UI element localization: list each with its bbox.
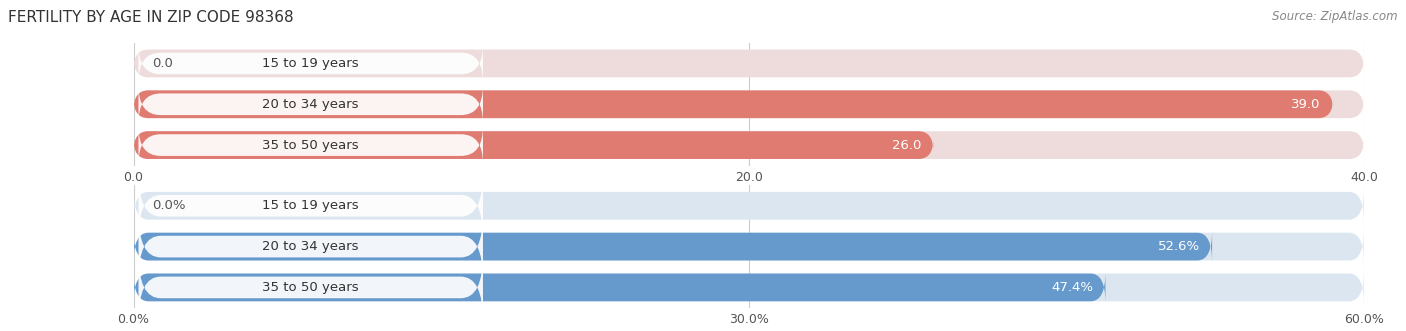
Text: 20 to 34 years: 20 to 34 years [263, 98, 359, 111]
FancyBboxPatch shape [138, 172, 484, 239]
Text: 35 to 50 years: 35 to 50 years [263, 139, 359, 152]
FancyBboxPatch shape [134, 90, 1333, 118]
FancyBboxPatch shape [134, 190, 1364, 221]
Text: 15 to 19 years: 15 to 19 years [263, 57, 359, 70]
Text: 0.0: 0.0 [152, 57, 173, 70]
Text: 20 to 34 years: 20 to 34 years [263, 240, 359, 253]
Text: 0.0%: 0.0% [152, 199, 186, 212]
FancyBboxPatch shape [134, 131, 934, 159]
FancyBboxPatch shape [138, 126, 484, 164]
FancyBboxPatch shape [138, 213, 484, 280]
FancyBboxPatch shape [134, 231, 1364, 262]
FancyBboxPatch shape [134, 272, 1105, 303]
FancyBboxPatch shape [134, 50, 1364, 77]
FancyBboxPatch shape [134, 131, 1364, 159]
Text: FERTILITY BY AGE IN ZIP CODE 98368: FERTILITY BY AGE IN ZIP CODE 98368 [8, 10, 294, 25]
FancyBboxPatch shape [138, 45, 484, 82]
FancyBboxPatch shape [138, 86, 484, 123]
FancyBboxPatch shape [134, 90, 1364, 118]
Text: Source: ZipAtlas.com: Source: ZipAtlas.com [1272, 10, 1398, 23]
Text: 35 to 50 years: 35 to 50 years [263, 281, 359, 294]
Text: 15 to 19 years: 15 to 19 years [263, 199, 359, 212]
FancyBboxPatch shape [134, 231, 1212, 262]
Text: 39.0: 39.0 [1291, 98, 1320, 111]
Text: 47.4%: 47.4% [1052, 281, 1094, 294]
Text: 26.0: 26.0 [891, 139, 921, 152]
FancyBboxPatch shape [138, 254, 484, 321]
FancyBboxPatch shape [134, 272, 1364, 303]
Text: 52.6%: 52.6% [1157, 240, 1199, 253]
